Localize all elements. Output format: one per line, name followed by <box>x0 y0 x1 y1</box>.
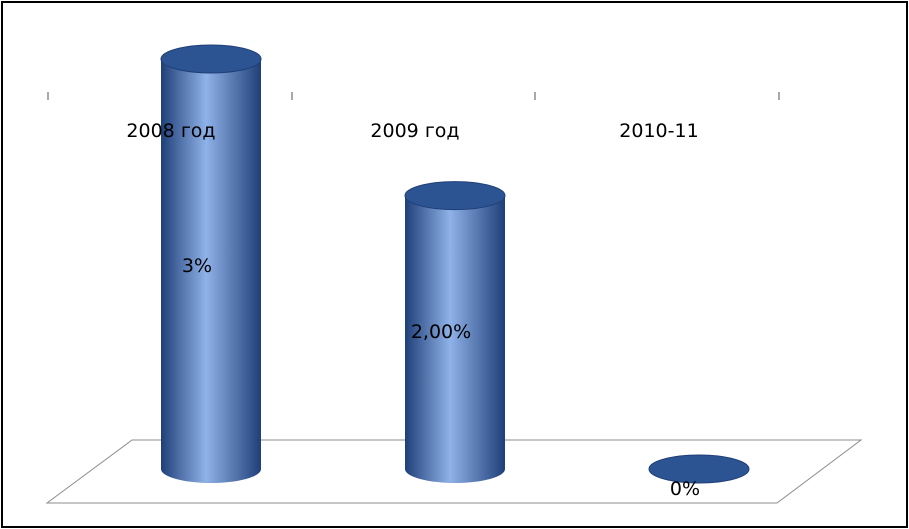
bar-top <box>404 181 506 211</box>
chart: 2008 год 2009 год 2010-11 3% 2,00% 0% <box>45 44 863 504</box>
bar-top <box>648 454 750 484</box>
category-label: 2008 год <box>126 120 215 142</box>
bars <box>160 44 750 484</box>
axis-ticks <box>47 92 780 100</box>
data-label: 2,00% <box>411 321 471 343</box>
data-labels: 3% 2,00% 0% <box>182 255 700 500</box>
category-labels: 2008 год 2009 год 2010-11 <box>126 120 698 142</box>
bar <box>405 195 505 483</box>
bar-top <box>160 44 262 74</box>
data-label: 0% <box>670 478 700 500</box>
data-label: 3% <box>182 255 212 277</box>
category-label: 2009 год <box>370 120 459 142</box>
bar <box>161 59 261 483</box>
category-label: 2010-11 <box>619 120 698 142</box>
